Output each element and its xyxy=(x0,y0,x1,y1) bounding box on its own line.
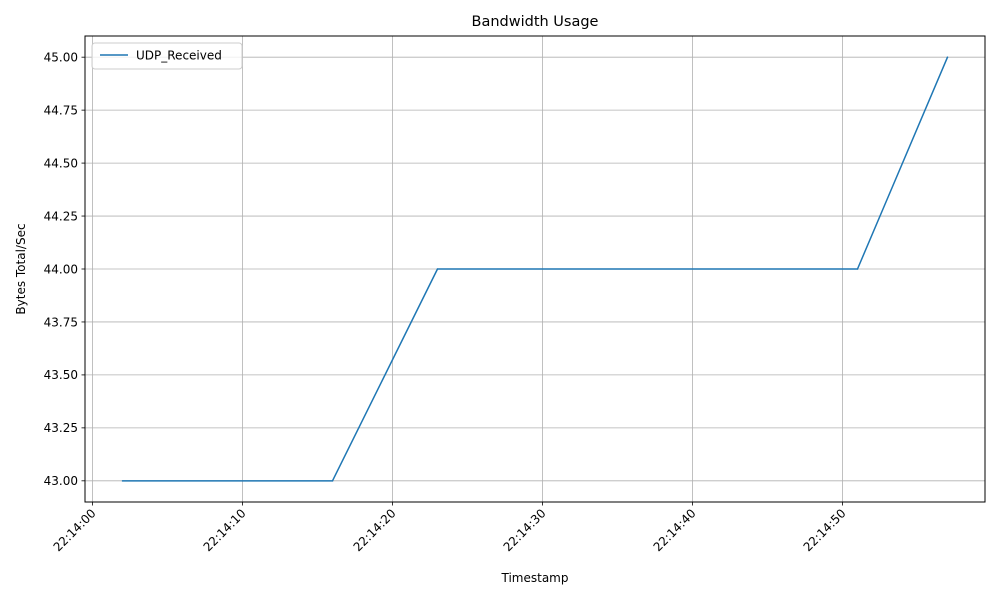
y-tick-label: 43.50 xyxy=(44,368,78,382)
y-tick-label: 44.50 xyxy=(44,156,78,170)
y-tick-label: 44.25 xyxy=(44,209,78,223)
y-tick-label: 43.75 xyxy=(44,315,78,329)
y-tick-label: 44.00 xyxy=(44,262,78,276)
y-tick-label: 44.75 xyxy=(44,103,78,117)
legend-label-udp-received: UDP_Received xyxy=(136,49,222,63)
y-tick-label: 45.00 xyxy=(44,50,78,64)
data-point xyxy=(121,480,124,482)
chart-title: Bandwidth Usage xyxy=(472,14,599,30)
legend-box xyxy=(91,42,243,70)
data-point xyxy=(856,268,859,270)
y-axis: 43.00 43.25 43.50 43.75 44.00 44.25 44.50 44.75… xyxy=(44,50,85,488)
data-point xyxy=(946,56,949,58)
data-point xyxy=(436,268,439,270)
y-tick-label: 43.25 xyxy=(44,421,78,435)
legend: UDP_Received xyxy=(91,42,243,70)
y-axis-label: Bytes Total/Sec xyxy=(14,223,28,314)
series-layer xyxy=(121,56,949,482)
y-tick-label: 43.00 xyxy=(44,474,78,488)
x-axis-label: Timestamp xyxy=(501,571,569,585)
data-point xyxy=(331,480,334,482)
